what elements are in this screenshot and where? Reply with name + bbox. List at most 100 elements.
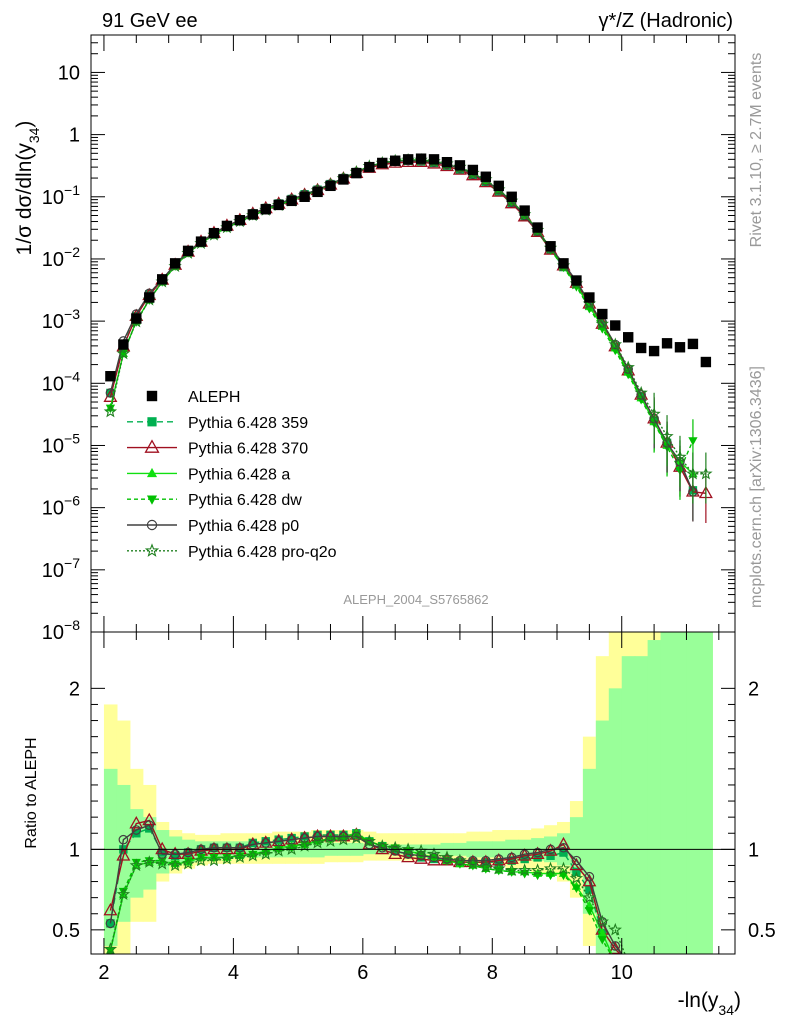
ratio-point: [610, 941, 621, 951]
ratio-point: [132, 829, 141, 838]
y-tick-label-base: 10: [42, 311, 64, 333]
aleph-point: [687, 338, 699, 350]
aleph-point: [428, 154, 440, 165]
ratio-point: [401, 842, 415, 856]
aleph-point: [390, 155, 401, 166]
ratio-point: [157, 857, 167, 866]
ratio-point: [183, 847, 193, 858]
stat-uncertainty-band: [647, 640, 662, 954]
aleph-point: [260, 204, 271, 215]
model-line: [109, 160, 694, 493]
legend-marker: [146, 467, 158, 478]
y-tick-label-base: 1: [69, 125, 80, 147]
aleph-point: [325, 180, 336, 192]
ratio-point: [194, 853, 208, 867]
ratio-point: [556, 861, 571, 875]
ratio-point: [287, 844, 297, 853]
stat-uncertainty-band: [699, 632, 713, 954]
ratio-point: [505, 863, 519, 876]
ratio-point: [248, 839, 258, 850]
aleph-point: [156, 274, 168, 285]
y-tick-label-base: 10: [42, 249, 64, 271]
ratio-point: [440, 850, 454, 864]
ratio-point: [274, 835, 283, 844]
ratio-point: [105, 947, 116, 954]
ratio-y-axis: 0.5 0.5 1 1 2 2: [52, 678, 776, 942]
y-tick-label: 10−5: [42, 430, 80, 457]
model-point: [621, 360, 635, 374]
ratio-point: [313, 830, 322, 840]
ratio-point: [144, 820, 155, 830]
aleph-point: [182, 245, 194, 257]
ratio-point: [261, 849, 271, 858]
ratio-point: [558, 871, 569, 881]
ratio-point: [103, 942, 118, 954]
ratio-point: [479, 860, 493, 873]
ratio-y-axis-label: Ratio to ALEPH: [23, 737, 40, 848]
aleph-point: [312, 186, 323, 198]
ratio-point: [556, 836, 571, 850]
ratio-point: [170, 851, 180, 860]
ratio-point: [336, 832, 351, 846]
main-y-axis-label-sub: 34: [26, 127, 42, 143]
legend-label: Pythia 6.428 dw: [188, 492, 302, 509]
ratio-y-tick-label: 1: [69, 839, 80, 861]
y-tick-label-exponent: −1: [64, 182, 80, 198]
y-tick-label-base: 10: [42, 435, 64, 457]
legend-label: Pythia 6.428 370: [188, 441, 308, 458]
y-tick-label-exponent: −2: [64, 244, 80, 260]
ratio-point: [571, 884, 582, 894]
model-point: [116, 346, 131, 360]
aleph-point: [402, 154, 414, 165]
ratio-point: [170, 849, 180, 859]
ratio-point: [118, 834, 129, 845]
ratio-y-tick-label: 0.5: [52, 920, 80, 942]
aleph-point: [364, 161, 375, 173]
aleph-point: [441, 156, 453, 168]
aleph-point: [623, 332, 634, 343]
aleph-point: [234, 215, 246, 226]
ratio-point: [375, 839, 389, 852]
ratio-point: [466, 856, 480, 870]
y-tick-label-base: 10: [42, 560, 64, 582]
aleph-point: [700, 356, 712, 368]
ratio-point: [222, 854, 232, 863]
y-tick-label: 10: [58, 62, 80, 84]
ratio-y-tick-label: 2: [69, 678, 80, 700]
aleph-point: [480, 171, 492, 182]
ratio-point: [429, 852, 439, 863]
ratio-point: [481, 855, 491, 866]
ratio-point: [222, 842, 232, 853]
ratio-point: [608, 941, 623, 954]
rivet-version-text: Rivet 3.1.10, ≥ 2.7M events: [748, 53, 765, 248]
ratio-point: [388, 840, 402, 854]
aleph-point: [221, 220, 233, 232]
ratio-y-tick-label-right: 1: [748, 839, 759, 861]
ratio-point: [168, 858, 182, 872]
ratio-point: [260, 838, 271, 848]
ratio-point: [144, 857, 154, 866]
aleph-point: [635, 342, 647, 354]
analysis-id-label: ALEPH_2004_S5765862: [343, 592, 488, 607]
legend-marker: [146, 495, 158, 505]
aleph-point: [118, 339, 129, 350]
main-y-axis-label-main: 1/σ dσ/dln(y: [13, 143, 36, 256]
ratio-point: [533, 853, 542, 862]
aleph-point: [299, 191, 310, 202]
ratio-point: [235, 852, 245, 861]
ratio-point: [259, 847, 273, 860]
y-tick-label: 10−6: [42, 493, 80, 520]
aleph-point: [584, 292, 595, 303]
ratio-point: [248, 850, 258, 860]
aleph-point: [169, 258, 181, 269]
legend-marker: [144, 543, 160, 557]
ratio-point: [209, 842, 219, 853]
aleph-point: [377, 157, 388, 169]
ratio-point: [129, 815, 144, 829]
main-y-axis-label-end: ): [13, 121, 36, 128]
model-point: [595, 316, 609, 330]
ratio-point: [362, 834, 376, 847]
aleph-point: [610, 320, 621, 331]
y-tick-label-base: 10: [42, 187, 64, 209]
